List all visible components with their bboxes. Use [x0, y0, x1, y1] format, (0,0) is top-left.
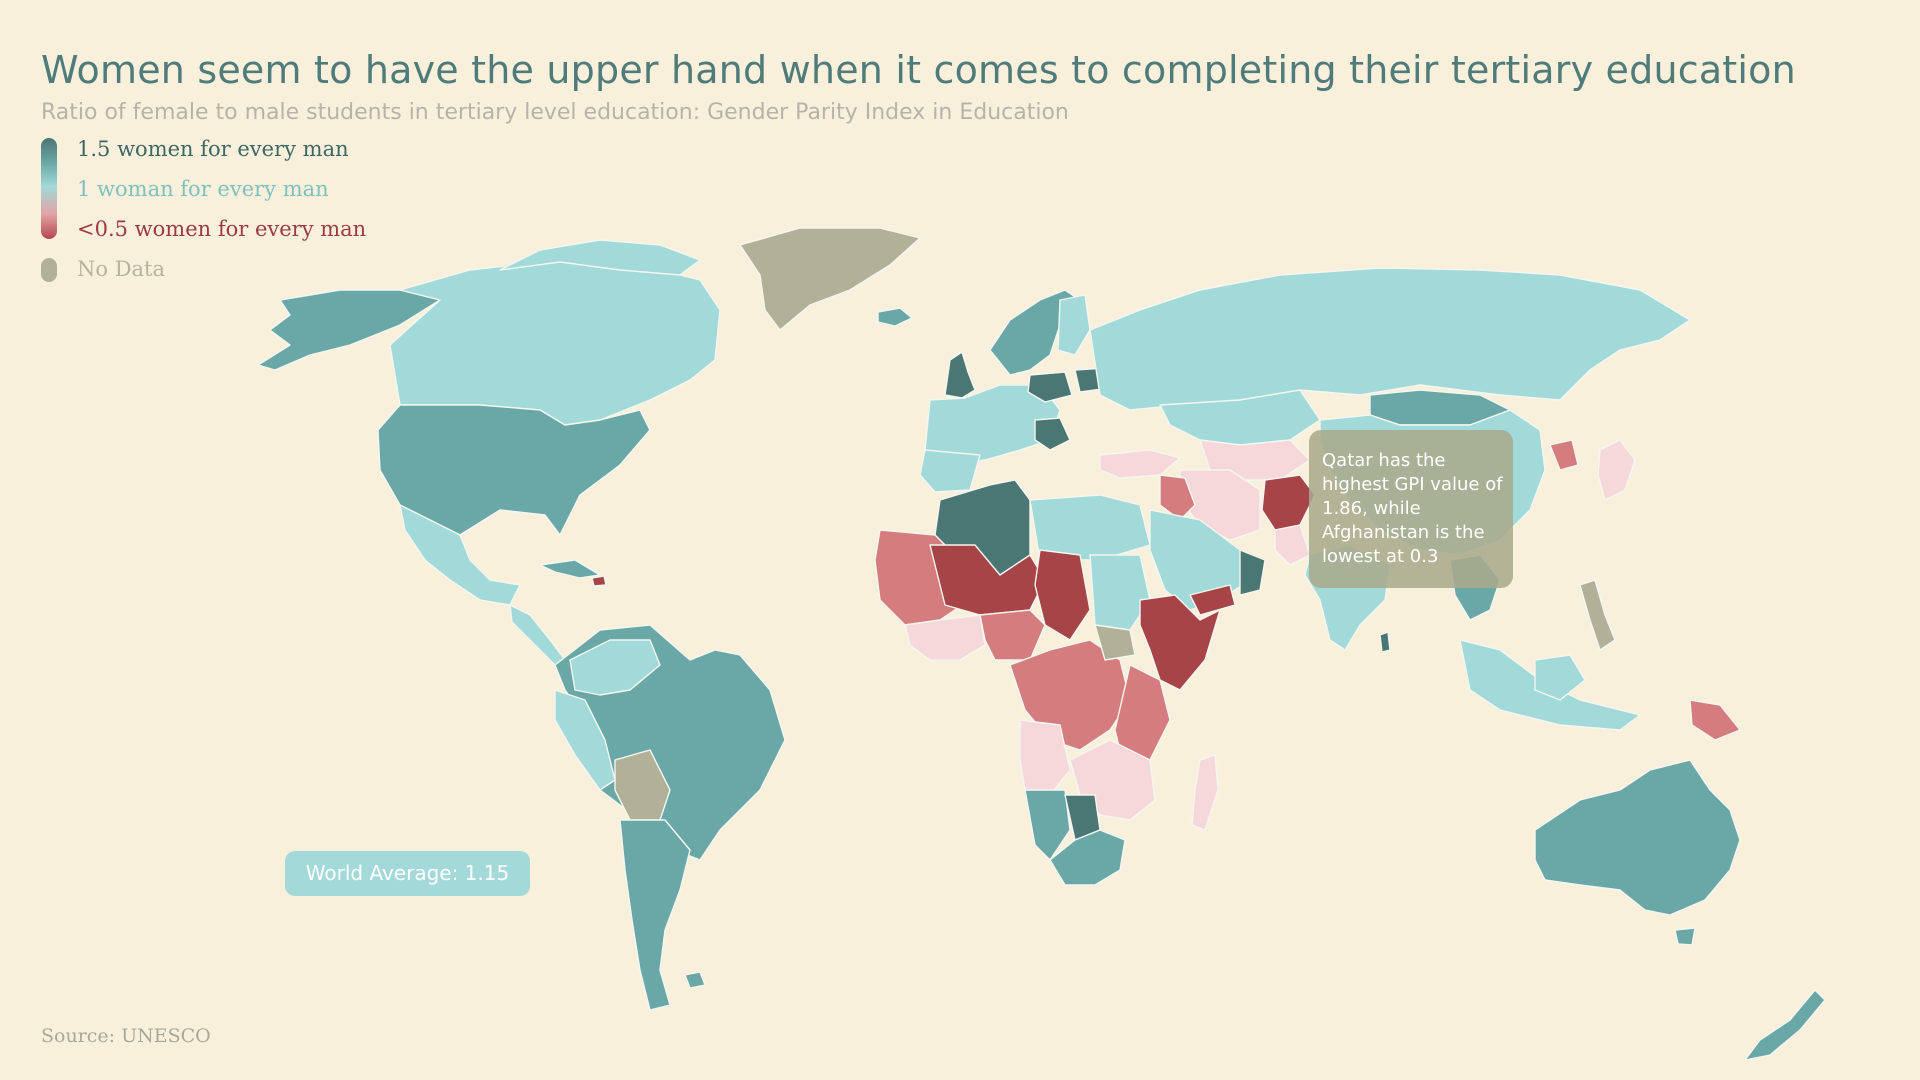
region-iberia[interactable] [919, 449, 981, 493]
region-sri-lanka[interactable] [1379, 631, 1391, 653]
legend-no-data-swatch [41, 258, 57, 282]
region-yemen[interactable] [1189, 584, 1236, 616]
region-south-africa[interactable] [1049, 829, 1126, 886]
region-peru[interactable] [554, 689, 616, 791]
region-russia[interactable] [1089, 267, 1691, 411]
world-average-badge: World Average: 1.15 [285, 851, 530, 896]
region-tasmania[interactable] [1674, 927, 1696, 946]
source-note: Source: UNESCO [41, 1025, 211, 1047]
region-south-sudan[interactable] [1094, 624, 1136, 661]
region-japan[interactable] [1597, 439, 1636, 501]
region-png[interactable] [1689, 699, 1741, 741]
region-ethiopia-somalia[interactable] [1139, 594, 1221, 691]
region-nigeria[interactable] [979, 609, 1046, 661]
region-central-america[interactable] [509, 604, 566, 666]
legend-label-no-data: No Data [77, 257, 166, 281]
annotation-callout-text: Qatar has the highest GPI value of 1.86,… [1322, 450, 1503, 567]
region-namibia[interactable] [1024, 789, 1071, 861]
region-cuba[interactable] [539, 559, 601, 579]
region-falklands[interactable] [684, 971, 706, 989]
region-coastal-west-africa[interactable] [904, 614, 986, 661]
region-iraq-syria[interactable] [1159, 474, 1196, 521]
region-new-zealand[interactable] [1744, 989, 1826, 1061]
legend-label-mid: 1 woman for every man [77, 177, 329, 201]
region-iceland[interactable] [877, 307, 913, 327]
region-borneo[interactable] [1534, 654, 1586, 701]
map-title: Women seem to have the upper hand when i… [41, 48, 1796, 92]
region-mexico[interactable] [399, 504, 521, 606]
region-north-africa[interactable] [1029, 494, 1151, 561]
region-finland[interactable] [1057, 294, 1091, 356]
region-philippines[interactable] [1579, 579, 1616, 651]
region-balkans[interactable] [1034, 417, 1071, 451]
region-venezuela-colombia[interactable] [569, 639, 661, 696]
region-oman[interactable] [1239, 549, 1266, 596]
region-canada-arctic[interactable] [499, 239, 701, 276]
region-greenland[interactable] [739, 227, 921, 331]
map-subtitle: Ratio of female to male students in tert… [41, 100, 1069, 125]
annotation-callout: Qatar has the highest GPI value of 1.86,… [1309, 430, 1513, 588]
region-haiti[interactable] [591, 575, 607, 587]
region-pakistan[interactable] [1274, 524, 1311, 566]
region-madagascar[interactable] [1191, 754, 1219, 831]
region-turkey[interactable] [1099, 449, 1181, 479]
legend-label-low: <0.5 women for every man [77, 217, 367, 241]
region-afghanistan[interactable] [1261, 474, 1316, 531]
region-australia[interactable] [1534, 759, 1741, 916]
legend-label-high: 1.5 women for every man [77, 137, 349, 161]
legend-gradient-bar [41, 138, 57, 239]
region-canada[interactable] [389, 259, 721, 426]
region-chad[interactable] [1034, 549, 1091, 641]
region-north-korea[interactable] [1549, 439, 1579, 471]
region-argentina-chile[interactable] [619, 819, 691, 1011]
region-usa[interactable] [377, 404, 651, 536]
region-uk[interactable] [944, 351, 976, 399]
region-poland[interactable] [1027, 371, 1073, 403]
